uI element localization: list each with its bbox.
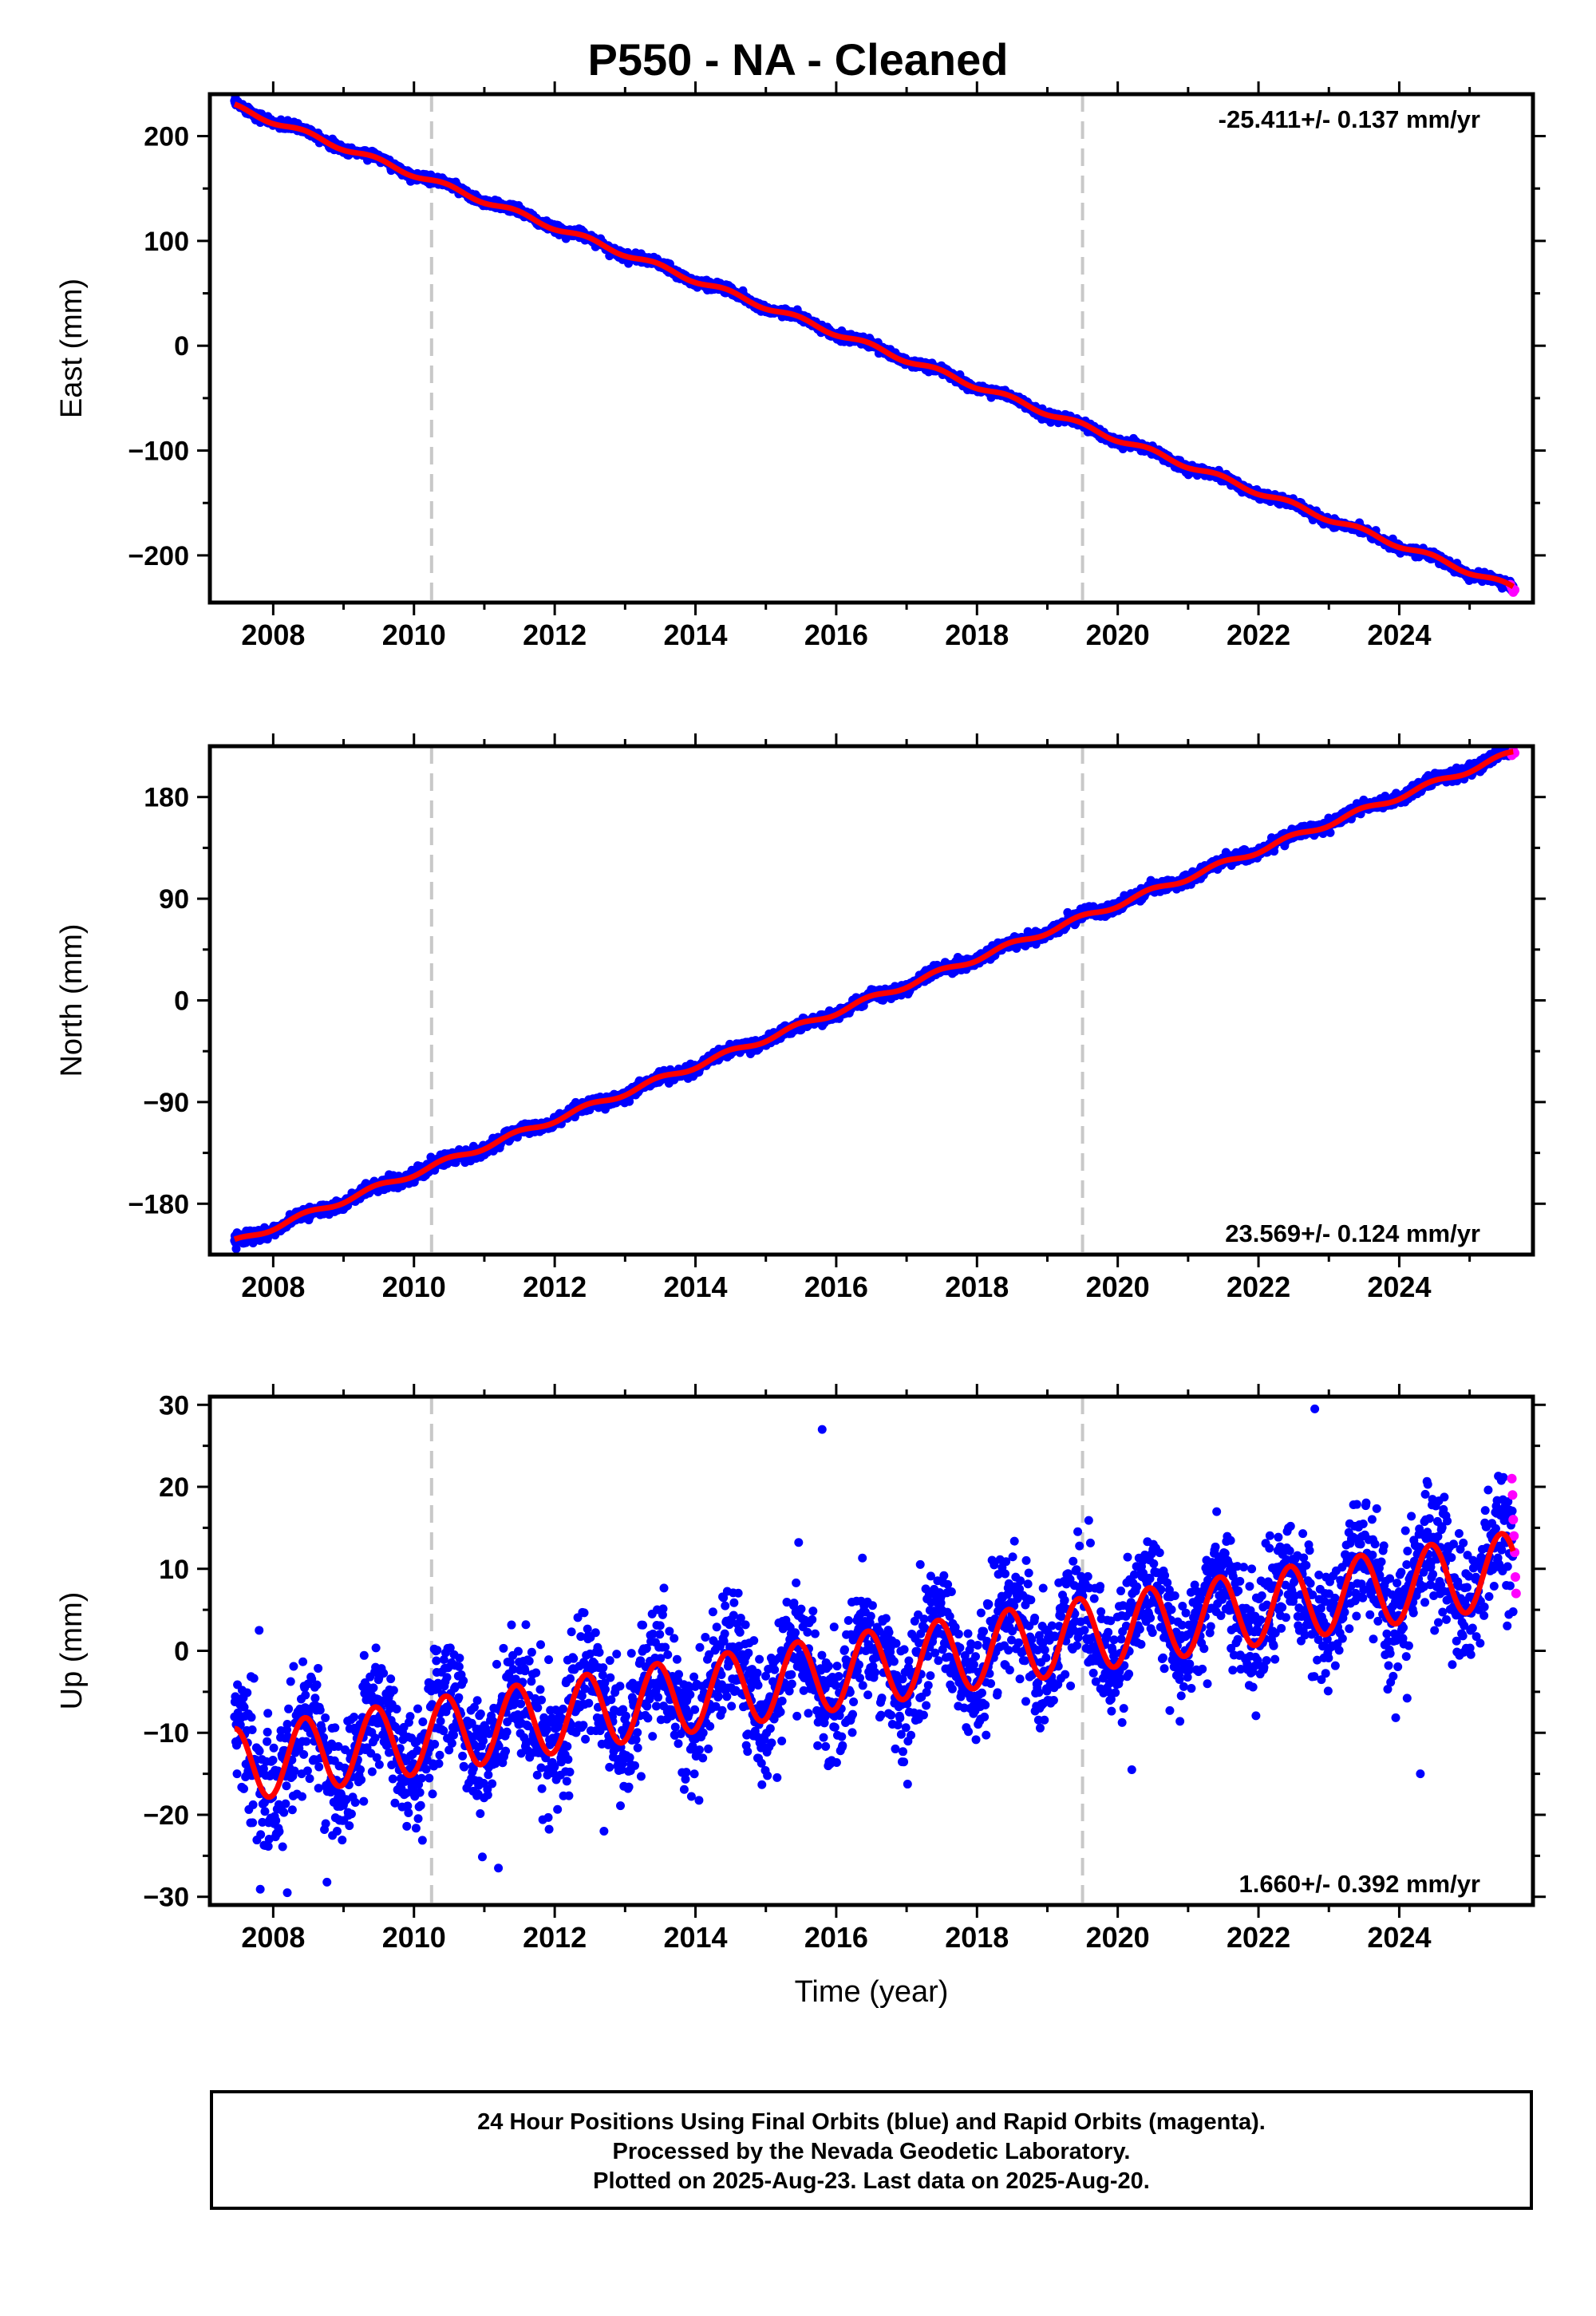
x-tick-label: 2014 — [663, 619, 727, 651]
y-axis-label: East (mm) — [55, 279, 89, 418]
x-tick-label: 2010 — [382, 619, 446, 651]
y-tick-label: 0 — [174, 331, 189, 362]
x-tick-label: 2016 — [804, 619, 868, 651]
east-panel: −200 −100 0 100 200 2008 2010 2012 2014 2016 2018 2… — [55, 81, 1546, 651]
x-tick-label: 2020 — [1086, 619, 1150, 651]
x-tick-label: 2012 — [523, 619, 587, 651]
y-tick-label: 100 — [144, 227, 189, 257]
y-tick-label: −200 — [128, 541, 189, 571]
chart-title: P550 - NA - Cleaned — [587, 34, 1009, 85]
y-tick-label: −100 — [128, 437, 189, 467]
x-tick-label: 2018 — [945, 619, 1009, 651]
x-tick-label: 2024 — [1367, 619, 1431, 651]
x-tick-label: 2008 — [241, 619, 305, 651]
rate-annotation: -25.411+/- 0.137 mm/yr — [1219, 105, 1480, 133]
time-series-charts: −200 −100 0 100 200 2008 2010 2012 2014 2016 2018 2… — [55, 81, 1546, 2009]
x-tick-label: 2022 — [1227, 619, 1290, 651]
final-orbit-point — [231, 1244, 241, 1254]
y-tick-label: 200 — [144, 122, 189, 152]
